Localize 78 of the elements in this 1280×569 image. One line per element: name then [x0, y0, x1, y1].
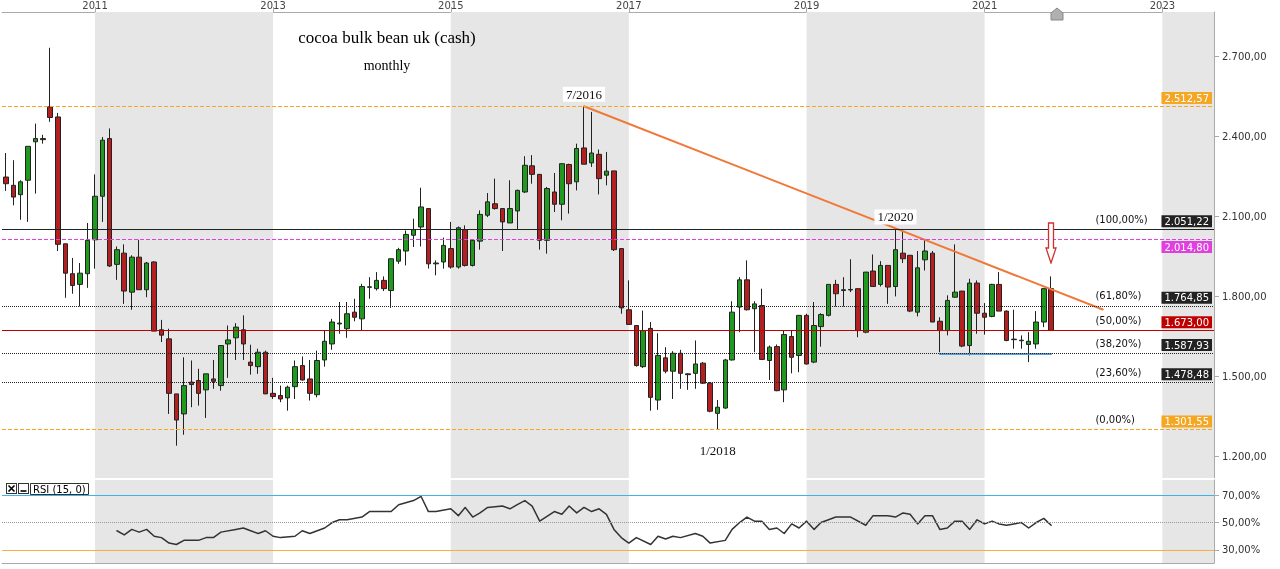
x-tick-label: 2023 — [1149, 0, 1176, 11]
candlestick — [1033, 310, 1039, 350]
ref-line-label: 2.014,80 — [1164, 241, 1209, 253]
annotation: (0,00%) — [1095, 414, 1136, 426]
annotation: (100,00%) — [1095, 213, 1148, 225]
ref-line-label: 1.673,00 — [1164, 316, 1209, 328]
ref-line-label: 1.764,85 — [1164, 292, 1209, 304]
y-tick-label: 1.200,00 — [1222, 451, 1267, 463]
annotation: (50,00%) — [1095, 314, 1142, 326]
annotation: (38,20%) — [1095, 337, 1142, 349]
x-tick-label: 2013 — [260, 0, 286, 11]
annotation: 7/2016 — [565, 86, 603, 102]
candlestick — [507, 179, 513, 224]
text: cocoa bulk bean uk (cash) — [298, 28, 476, 47]
x-tick-label: 2017 — [616, 0, 642, 11]
candlestick — [3, 152, 9, 192]
candlestick — [574, 143, 579, 191]
candlestick — [1004, 310, 1009, 342]
candlestick — [604, 151, 609, 186]
candlestick — [492, 178, 498, 211]
candlestick — [433, 259, 439, 276]
candlestick — [374, 271, 379, 292]
x-tick-label: 2011 — [82, 0, 108, 11]
candlestick — [922, 239, 928, 271]
candlestick — [878, 260, 883, 288]
candlestick — [329, 318, 335, 351]
candlestick — [552, 172, 557, 213]
y-tick-label: 1.800,00 — [1222, 290, 1267, 302]
candlestick — [937, 316, 943, 353]
y-tick-label: 1.500,00 — [1222, 371, 1267, 383]
ref-line-label: 1.301,55 — [1164, 416, 1209, 428]
candlestick — [848, 258, 853, 293]
y-tick-label: 30,00% — [1222, 544, 1261, 556]
candlestick — [1019, 334, 1024, 350]
candlestick — [144, 261, 149, 298]
candlestick — [18, 179, 23, 221]
candlestick — [396, 247, 401, 265]
chart-title: RSI (15, 0) — [33, 483, 86, 495]
candlestick — [25, 145, 31, 223]
annotation: (23,60%) — [1095, 366, 1142, 378]
annotation: 1/2018 — [699, 443, 736, 459]
candlestick — [596, 149, 602, 195]
candlestick — [470, 239, 475, 267]
text: monthly — [363, 57, 411, 73]
y-tick-label: 2.700,00 — [1222, 50, 1267, 62]
candlestick — [581, 106, 587, 165]
line-series — [116, 495, 1052, 546]
x-tick-label: 2015 — [438, 0, 464, 11]
ref-line-label: 1.587,93 — [1164, 339, 1209, 351]
ref-line-label: 2.051,22 — [1164, 215, 1209, 227]
candlestick — [159, 319, 164, 343]
candlestick — [1011, 309, 1017, 350]
candlestick — [100, 136, 105, 223]
x-tick-label: 2021 — [971, 0, 998, 11]
candlestick — [441, 237, 446, 270]
candlestick — [367, 276, 372, 300]
candlestick — [47, 47, 53, 123]
annotation: 1/2020 — [877, 209, 914, 225]
candlestick — [715, 399, 720, 430]
y-tick-label: 2.400,00 — [1222, 130, 1267, 142]
candlestick — [485, 192, 490, 218]
candlestick — [885, 264, 891, 305]
ref-line-label: 1.478,48 — [1164, 368, 1209, 380]
candlestick — [11, 159, 16, 206]
candlestick — [63, 243, 68, 299]
candlestick — [589, 111, 594, 168]
candlestick — [285, 385, 290, 412]
candlestick — [278, 385, 283, 403]
x-tick-label: 2019 — [793, 0, 820, 11]
ref-line-label: 2.512,57 — [1164, 92, 1209, 104]
y-tick-label: 2.100,00 — [1222, 210, 1267, 222]
candlestick — [33, 123, 38, 195]
y-tick-label: 70,00% — [1222, 489, 1261, 501]
candlestick — [40, 134, 46, 145]
y-tick-label: 50,00% — [1222, 517, 1261, 529]
candlestick — [70, 257, 75, 295]
candlestick — [174, 393, 179, 447]
annotation: (61,80%) — [1095, 290, 1142, 302]
